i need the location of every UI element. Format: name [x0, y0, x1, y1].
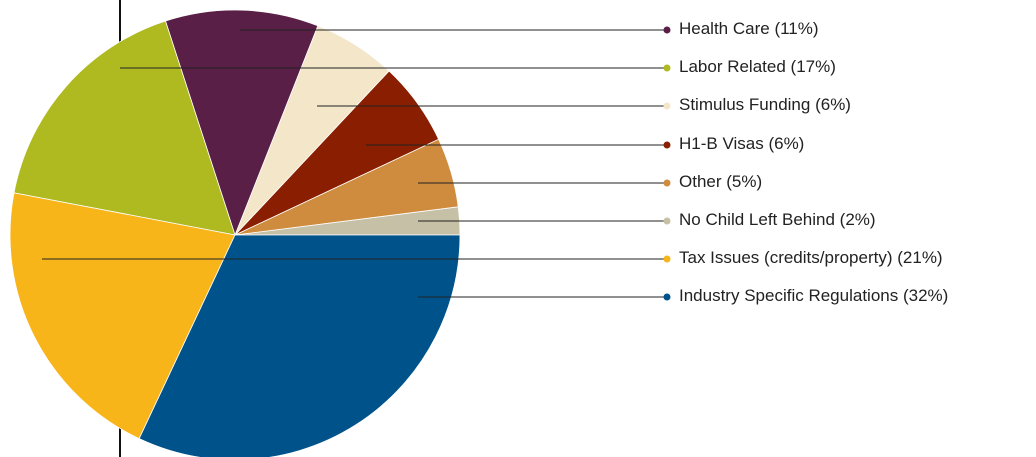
category-label: Labor Related [679, 57, 786, 76]
category-label: No Child Left Behind [679, 210, 835, 229]
legend-label: Tax Issues (credits/property) (21%) [679, 248, 943, 267]
value-label: (6%) [815, 95, 851, 114]
legend-label: Health Care (11%) [679, 19, 819, 38]
value-label: (5%) [726, 172, 762, 191]
pie-slice [13, 20, 236, 236]
leaders: No Child Left Behind (2%) Other (5%) H1-B … [42, 19, 948, 305]
legend-label: No Child Left Behind (2%) [679, 210, 876, 229]
value-label: (21%) [897, 248, 942, 267]
legend-dot [663, 179, 671, 187]
legend-label: Industry Specific Regulations (32%) [679, 286, 948, 305]
legend-dot [663, 217, 671, 225]
category-label: Stimulus Funding [679, 95, 810, 114]
category-label: Industry Specific Regulations [679, 286, 898, 305]
value-label: (32%) [903, 286, 948, 305]
value-label: (6%) [768, 134, 804, 153]
legend-label: H1-B Visas (6%) [679, 134, 804, 153]
pie-slice [9, 192, 236, 440]
legend-dot [663, 293, 671, 301]
legend-dot [663, 64, 671, 72]
value-label: (11%) [774, 19, 818, 38]
pie-slice [138, 234, 461, 457]
legend-dot [663, 102, 671, 110]
legend-dot [663, 255, 671, 263]
category-label: Tax Issues (credits/property) [679, 248, 893, 267]
legend-label: Stimulus Funding (6%) [679, 95, 851, 114]
legend-label: Labor Related (17%) [679, 57, 836, 76]
category-label: Other [679, 172, 722, 191]
category-label: H1-B Visas [679, 134, 764, 153]
pie-slice [164, 9, 319, 237]
legend-dot [663, 141, 671, 149]
legend-label: Other (5%) [679, 172, 762, 191]
category-label: Health Care [679, 19, 770, 38]
legend-dot [663, 26, 671, 34]
value-label: (17%) [791, 57, 836, 76]
value-label: (2%) [840, 210, 876, 229]
pie [9, 9, 461, 457]
